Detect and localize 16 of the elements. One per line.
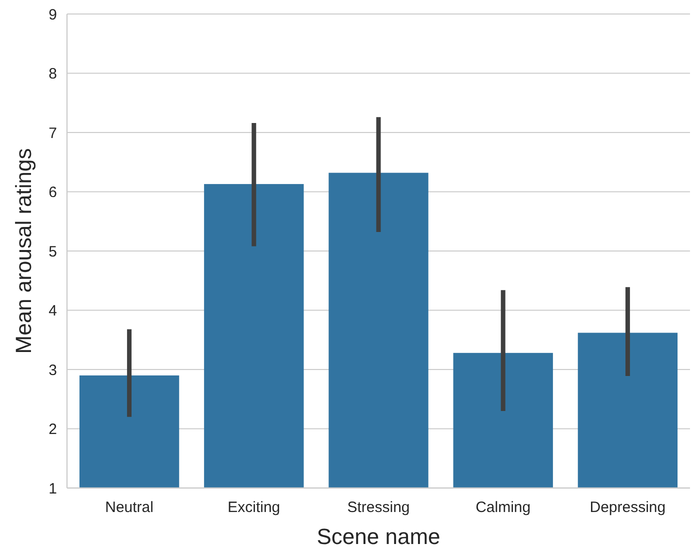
y-tick-label: 6 (48, 184, 57, 201)
x-tick-label: Depressing (590, 499, 666, 516)
x-tick-label: Calming (476, 499, 531, 516)
y-tick-label: 9 (48, 6, 57, 24)
x-axis-title: Scene name (316, 524, 440, 549)
y-tick-label: 1 (48, 480, 57, 498)
y-axis-title: Mean arousal ratings (11, 148, 36, 354)
x-tick-label: Exciting (228, 499, 280, 516)
y-tick-label: 4 (48, 302, 57, 320)
y-tick-label: 2 (48, 421, 57, 438)
y-tick-label: 8 (48, 66, 57, 82)
x-tick-label: Neutral (105, 499, 154, 516)
y-tick-label: 3 (48, 362, 57, 379)
y-tick-label: 7 (48, 124, 57, 142)
x-tick-label: Stressing (347, 499, 410, 516)
y-tick-label: 5 (48, 243, 57, 260)
